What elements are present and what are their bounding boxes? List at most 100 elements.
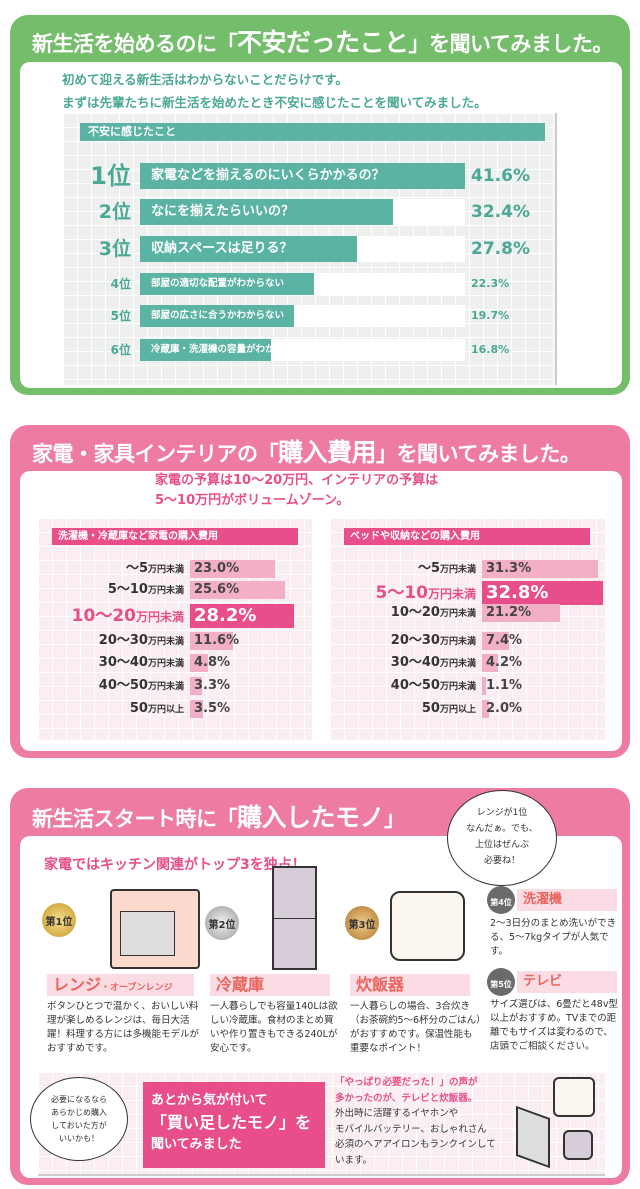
bar (482, 632, 510, 650)
value-label: 25.6% (194, 582, 240, 597)
bar (140, 163, 465, 189)
section-costs: 家電・家具インテリアの「購入費用」を聞いてみました。 家電の予算は10〜20万円… (10, 425, 630, 758)
section-title: 新生活を始めるのに「不安だったこと」を聞いてみました。 (32, 28, 613, 57)
chart-panel: 不安に感じたこと 1位 家電などを揃えるのにいくらかかるの？ 41.6% 2位 なにを揃… (63, 113, 555, 385)
bar-label: 収納スペースは足りる？ (151, 241, 293, 256)
item-name: 冷蔵庫 (210, 974, 330, 996)
category-label: 〜5万円未満 (417, 561, 476, 576)
medal-silver-icon: 第2位 (205, 906, 239, 940)
lead-text: 家電ではキッチン関連がトップ3を独占！ (44, 857, 306, 873)
medal-gold-icon: 第1位 (42, 903, 76, 937)
category-label: 10〜20万円未満 (71, 606, 184, 626)
item-desc: ボタンひとつで温かく、おいしい料理が楽しめるレンジは、毎日大活躍！料理する方には… (47, 1001, 200, 1054)
medal-5th-icon: 第5位 (487, 968, 515, 996)
category-label: 40〜50万円未満 (390, 678, 476, 693)
tv-icon (516, 1105, 550, 1169)
value-label: 19.7% (471, 309, 510, 322)
note-text: 「やっぱり必要だった！」の声が 多かったのが、テレビと炊飯器。 外出時に活躍する… (335, 1077, 496, 1166)
rice-cooker-icon (553, 1077, 595, 1117)
value-label: 21.2% (486, 605, 532, 620)
bar (190, 560, 276, 578)
microwave-icon (110, 889, 200, 969)
item-name: テレビ (517, 971, 617, 993)
value-label: 32.8% (486, 582, 549, 603)
refrigerator-icon (272, 866, 317, 970)
value-label: 16.8% (471, 343, 510, 356)
bar-label: 冷蔵庫・洗濯機の容量がわからない (151, 344, 304, 355)
category-label: 〜5万円未満 (125, 561, 184, 576)
rank-label: 4位 (110, 277, 131, 291)
value-label: 2.0% (486, 701, 523, 716)
bar (482, 677, 487, 695)
category-label: 5〜10万円未満 (375, 583, 476, 603)
rank-label: 2位 (98, 201, 131, 223)
extra-purchases-box: 必要になるなら あらかじめ購入 しておいた方が いいかも！ あとから気が付いて 「買い足… (30, 1072, 605, 1174)
category-label: 40〜50万円未満 (98, 678, 184, 693)
item-desc: 一人暮らしの場合、3合炊き（お茶碗約5〜6杯分のごはん）がおすすめです。保温性能… (350, 1001, 481, 1054)
value-label: 4.8% (194, 655, 231, 670)
bar-label: 家電などを揃えるのにいくらかかるの？ (151, 168, 385, 183)
item-desc: サイズ選びは、6畳だと48v型以上がおすすめ。TVまでの距離でもサイズは変わるの… (490, 999, 618, 1052)
bar (140, 339, 272, 361)
medal-4th-icon: 第4位 (487, 886, 515, 914)
value-label: 3.3% (194, 678, 231, 693)
category-label: 20〜30万円未満 (98, 633, 184, 648)
category-label: 50万円以上 (421, 701, 476, 716)
bar (482, 581, 604, 605)
section-title: 家電・家具インテリアの「購入費用」を聞いてみました。 (32, 438, 581, 467)
chart-title: 不安に感じたこと (80, 123, 545, 141)
value-label: 22.3% (471, 277, 510, 290)
rice-cooker-icon (390, 891, 465, 961)
item-desc: 2〜3日分のまとめ洗いができる、5〜7kgタイプが人気です。 (490, 918, 617, 957)
category-label: 30〜40万円未満 (390, 655, 476, 670)
bar-label: 部屋の適切な配置がわからない (151, 278, 285, 289)
item-name: 洗濯機 (517, 889, 617, 911)
bar (190, 581, 285, 599)
category-label: 50万円以上 (129, 701, 184, 716)
section-purchases: 新生活スタート時に「購入したモノ」 家電ではキッチン関連がトップ3を独占！ 第1… (10, 788, 630, 1185)
earphones-icon (563, 1130, 593, 1160)
value-label: 28.2% (194, 605, 257, 626)
section-anxieties: 新生活を始めるのに「不安だったこと」を聞いてみました。 初めて迎える新生活はわか… (10, 15, 630, 395)
category-label: 30〜40万円未満 (98, 655, 184, 670)
category-label: 10〜20万円未満 (390, 605, 476, 620)
value-label: 1.1% (486, 678, 523, 693)
value-label: 11.6% (194, 633, 240, 648)
bar (482, 604, 561, 622)
callout: あとから気が付いて 「買い足したモノ」を 聞いてみました (143, 1082, 325, 1168)
rank-label: 5位 (110, 309, 131, 323)
chart-title: 洗濯機・冷蔵庫など家電の購入費用 (52, 528, 298, 545)
speech-bubble: 必要になるなら あらかじめ購入 しておいた方が いいかも！ (30, 1077, 128, 1161)
item-name: 炊飯器 (350, 974, 470, 996)
bar (482, 560, 598, 578)
value-label: 7.4% (486, 633, 523, 648)
bar (140, 236, 358, 262)
value-label: 27.8% (471, 239, 530, 259)
medal-bronze-icon: 第3位 (345, 906, 379, 940)
chart-panel-appliances: 洗濯機・冷蔵庫など家電の購入費用 〜5万円未満 23.0% 5〜10万円未満 25.6… (38, 518, 312, 740)
value-label: 3.5% (194, 701, 231, 716)
bar (482, 654, 498, 672)
item-desc: 一人暮らしでも容量140Lは欲しい冷蔵庫。食材のまとめ買いや作り置きもできる24… (210, 1001, 338, 1054)
bar (140, 199, 394, 225)
rank-label: 1位 (90, 162, 131, 190)
item-name: レンジ・オーブンレンジ (47, 974, 194, 996)
bar (482, 700, 490, 718)
value-label: 23.0% (194, 561, 240, 576)
bar (140, 305, 294, 327)
rank-label: 6位 (110, 343, 131, 357)
value-label: 32.4% (471, 202, 530, 222)
bar (190, 654, 208, 672)
rank-label: 3位 (98, 238, 131, 260)
lead-text: 初めて迎える新生活はわからないことだらけです。 まずは先輩たちに新生活を始めたとき… (62, 72, 487, 110)
bar (190, 700, 203, 718)
chart-title: ベッドや収納などの購入費用 (344, 528, 590, 545)
value-label: 31.3% (486, 561, 532, 576)
section-title: 新生活スタート時に「購入したモノ」 (32, 803, 405, 832)
bar (190, 604, 295, 628)
category-label: 20〜30万円未満 (390, 633, 476, 648)
bar (140, 273, 315, 295)
lead-text: 家電の予算は10〜20万円、インテリアの予算は 5〜10万円がボリュームゾーン。 (155, 473, 439, 508)
bar-label: なにを揃えたらいいの？ (151, 204, 295, 219)
category-label: 5〜10万円未満 (107, 582, 184, 597)
